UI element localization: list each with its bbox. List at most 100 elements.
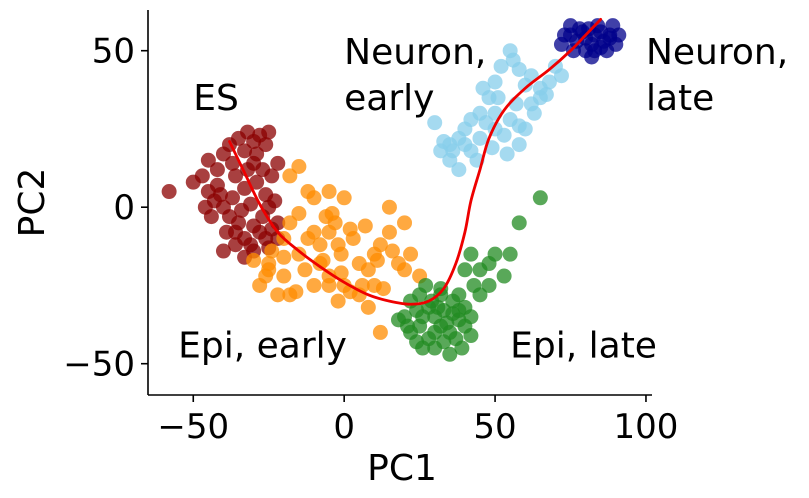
data-point bbox=[463, 328, 479, 344]
data-point bbox=[161, 184, 177, 200]
data-point bbox=[261, 124, 277, 140]
data-point bbox=[384, 243, 400, 259]
data-point bbox=[258, 268, 274, 284]
data-point bbox=[487, 246, 503, 262]
data-point bbox=[493, 58, 509, 74]
data-point bbox=[276, 249, 292, 265]
data-point bbox=[321, 277, 337, 293]
data-point bbox=[487, 74, 503, 90]
cluster-annotation-line: Neuron, bbox=[646, 32, 788, 73]
y-tick-label: −50 bbox=[63, 345, 135, 385]
cluster-annotation-line: early bbox=[344, 78, 434, 119]
data-point bbox=[258, 137, 274, 153]
data-point bbox=[496, 268, 512, 284]
data-point bbox=[288, 284, 304, 300]
curve-layer bbox=[228, 17, 603, 306]
cluster-annotation-line: Neuron, bbox=[344, 32, 486, 73]
data-point bbox=[306, 277, 322, 293]
data-point bbox=[403, 246, 419, 262]
data-point bbox=[282, 168, 298, 184]
data-point bbox=[436, 133, 452, 149]
data-point bbox=[454, 340, 470, 356]
data-point bbox=[197, 199, 213, 215]
data-point bbox=[291, 205, 307, 221]
data-point bbox=[291, 246, 307, 262]
data-point bbox=[312, 256, 328, 272]
data-point bbox=[611, 27, 627, 43]
data-point bbox=[282, 215, 298, 231]
data-point bbox=[342, 221, 358, 237]
data-point bbox=[463, 309, 479, 325]
data-point bbox=[541, 74, 557, 90]
y-tick-label: 0 bbox=[113, 188, 135, 228]
data-point bbox=[360, 262, 376, 278]
axes-layer: −50 0 50 100 −50 0 50 PC1 PC2 bbox=[12, 10, 678, 489]
cluster-annotation-line: Epi, late bbox=[510, 325, 657, 366]
data-point bbox=[409, 334, 425, 350]
data-point bbox=[215, 243, 231, 259]
data-point bbox=[538, 87, 554, 103]
data-point bbox=[457, 262, 473, 278]
data-point bbox=[270, 155, 286, 171]
data-point bbox=[502, 246, 518, 262]
data-point bbox=[581, 21, 597, 37]
data-point bbox=[321, 184, 337, 200]
cluster-annotation-line: late bbox=[646, 78, 714, 119]
data-point bbox=[463, 246, 479, 262]
data-point bbox=[246, 252, 262, 268]
data-point bbox=[511, 215, 527, 231]
data-point bbox=[478, 115, 494, 131]
data-point bbox=[418, 277, 434, 293]
data-point bbox=[270, 287, 286, 303]
data-point bbox=[300, 184, 316, 200]
data-point bbox=[481, 277, 497, 293]
data-point bbox=[237, 143, 253, 159]
data-point bbox=[228, 237, 244, 253]
data-point bbox=[430, 299, 446, 315]
data-point bbox=[375, 281, 391, 297]
cluster-annotation: Neuron, late bbox=[646, 32, 788, 119]
data-point bbox=[553, 68, 569, 84]
data-point bbox=[336, 190, 352, 206]
data-point bbox=[587, 43, 603, 59]
data-point bbox=[200, 152, 216, 168]
data-point bbox=[209, 162, 225, 178]
series-4-points bbox=[553, 18, 627, 65]
labels-layer: ES Neuron, early Neuron, late Epi, early Epi, … bbox=[178, 32, 788, 366]
data-point bbox=[466, 277, 482, 293]
data-point bbox=[369, 252, 385, 268]
data-point bbox=[306, 224, 322, 240]
data-point bbox=[445, 143, 461, 159]
data-point bbox=[436, 334, 452, 350]
data-point bbox=[451, 162, 467, 178]
data-point bbox=[511, 118, 527, 134]
data-point bbox=[472, 130, 488, 146]
cluster-annotation: Epi, late bbox=[510, 325, 657, 366]
data-point bbox=[194, 168, 210, 184]
data-point bbox=[330, 237, 346, 253]
data-point bbox=[409, 302, 425, 318]
x-tick-label: −50 bbox=[157, 407, 229, 447]
data-point bbox=[231, 215, 247, 231]
data-point bbox=[475, 80, 491, 96]
data-point bbox=[372, 324, 388, 340]
data-point bbox=[264, 168, 280, 184]
series-0-points bbox=[161, 124, 286, 265]
data-point bbox=[218, 224, 234, 240]
data-point bbox=[237, 180, 253, 196]
data-point bbox=[264, 243, 280, 259]
data-point bbox=[499, 146, 515, 162]
y-axis-title: PC2 bbox=[12, 168, 53, 238]
trajectory-curve bbox=[228, 17, 603, 306]
data-point bbox=[490, 90, 506, 106]
series-1-points bbox=[246, 159, 428, 340]
series-3-points bbox=[390, 190, 548, 362]
data-point bbox=[261, 256, 277, 272]
data-point bbox=[267, 193, 283, 209]
data-point bbox=[324, 205, 340, 221]
data-point bbox=[249, 146, 265, 162]
cluster-annotation-line: ES bbox=[193, 78, 239, 119]
data-point bbox=[397, 262, 413, 278]
data-point bbox=[249, 174, 265, 190]
